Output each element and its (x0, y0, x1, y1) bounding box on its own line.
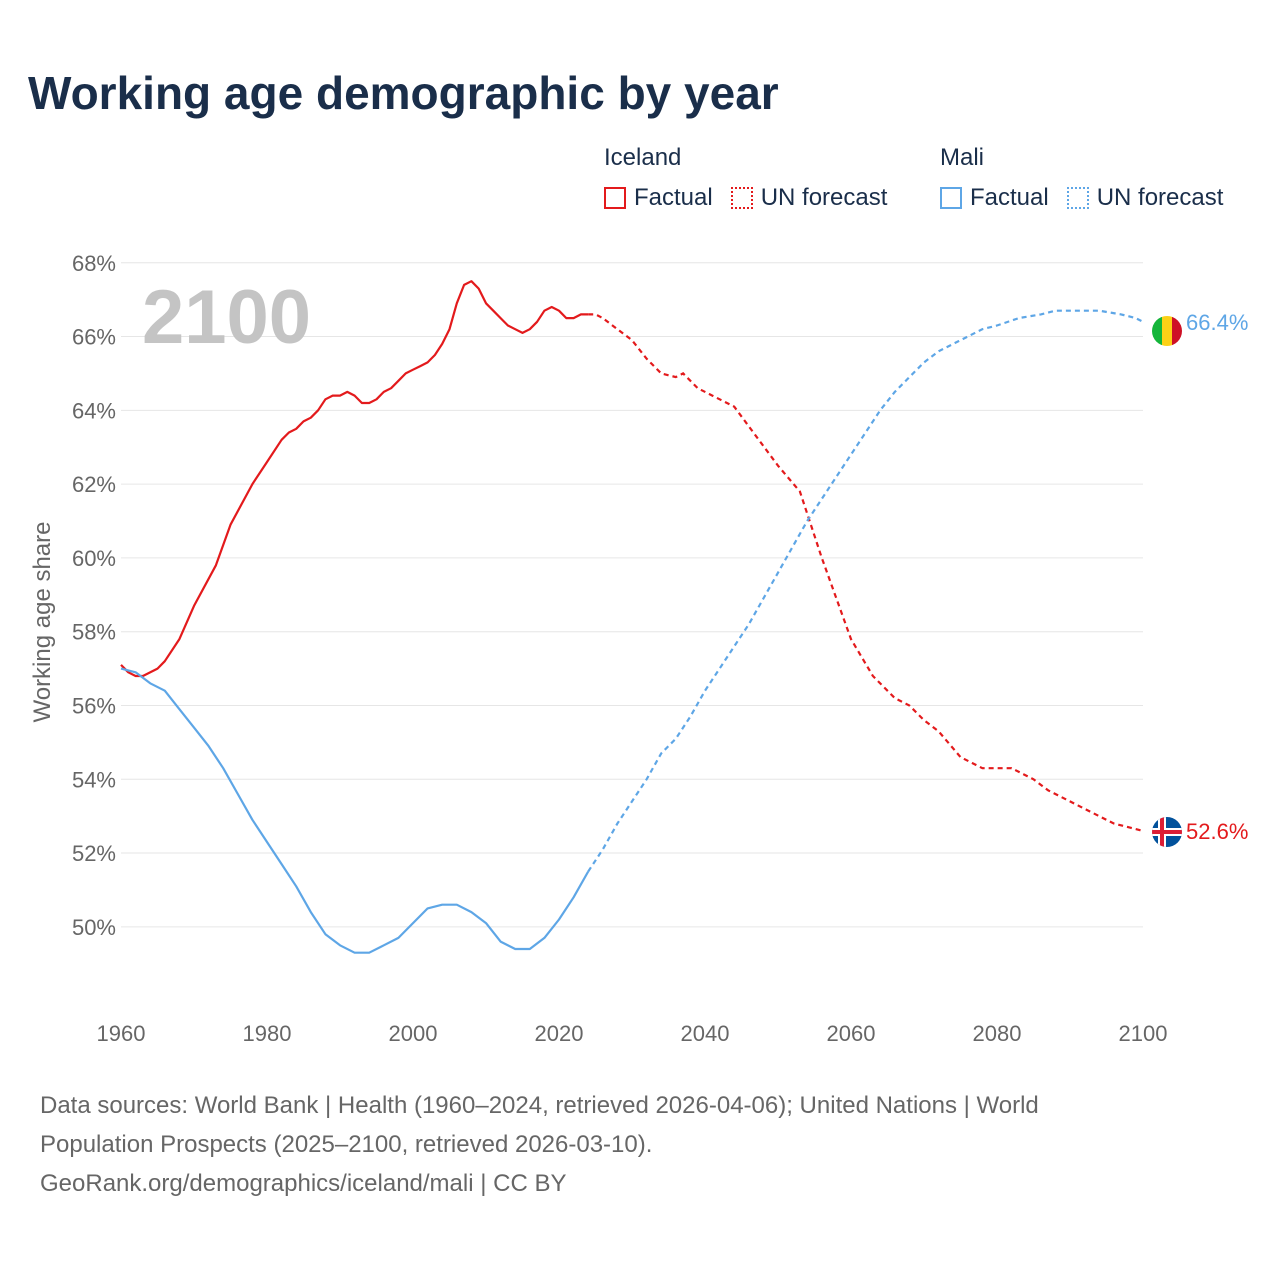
iceland-end-label: 52.6% (1186, 819, 1248, 844)
legend-swatch-solid (604, 187, 626, 209)
legend-swatch-solid (940, 187, 962, 209)
legend-iceland-factual[interactable]: Factual (604, 184, 713, 212)
y-tick-label: 60% (72, 546, 116, 571)
y-axis-ticks: 50% 52% 54% 56% 58% 60% 62% 64% 66% 68% (72, 251, 116, 940)
mali-flag-icon (1152, 316, 1182, 346)
y-tick-label: 62% (72, 472, 116, 497)
legend-mali-factual[interactable]: Factual (940, 184, 1049, 212)
y-tick-label: 66% (72, 325, 116, 350)
legend-mali-forecast[interactable]: UN forecast (1066, 184, 1224, 212)
line-chart: 50% 52% 54% 56% 58% 60% 62% 64% 66% 68% 1960 1980 2… (29, 251, 1248, 1046)
chart-title: Working age demographic by year (28, 67, 779, 119)
x-tick-label: 2080 (973, 1021, 1022, 1046)
series-lines (120, 280, 1144, 954)
footer-line-3: GeoRank.org/demographics/iceland/mali | … (40, 1170, 567, 1197)
x-tick-label: 2040 (681, 1021, 730, 1046)
legend-label: UN forecast (1096, 184, 1224, 211)
legend-label: Factual (634, 184, 713, 211)
x-axis-ticks: 1960 1980 2000 2020 2040 2060 2080 2100 (97, 1021, 1168, 1046)
gridlines (121, 262, 1143, 928)
y-tick-label: 50% (72, 915, 116, 940)
y-tick-label: 68% (72, 251, 116, 276)
y-tick-label: 64% (72, 398, 116, 423)
legend-group-name: Iceland (604, 144, 682, 171)
legend-group-iceland: Iceland Factual UN forecast (604, 144, 905, 212)
footer-sources: Data sources: World Bank | Health (1960–… (40, 1086, 1240, 1203)
footer-line-1: Data sources: World Bank | Health (1960–… (40, 1092, 1039, 1119)
x-tick-label: 1980 (243, 1021, 292, 1046)
x-tick-label: 1960 (97, 1021, 146, 1046)
legend-group-name: Mali (940, 144, 985, 171)
x-tick-label: 2000 (389, 1021, 438, 1046)
x-tick-label: 2100 (1119, 1021, 1168, 1046)
y-tick-label: 52% (72, 841, 116, 866)
iceland-forecast-line[interactable] (588, 313, 1144, 832)
y-tick-label: 54% (72, 767, 116, 792)
mali-factual-line[interactable] (120, 667, 590, 954)
footer-line-2: Population Prospects (2025–2100, retriev… (40, 1131, 653, 1158)
iceland-flag-icon (1152, 817, 1182, 847)
y-tick-label: 56% (72, 693, 116, 718)
legend-group-mali: Mali Factual UN forecast (940, 144, 1241, 212)
x-tick-label: 2060 (827, 1021, 876, 1046)
legend-label: UN forecast (760, 184, 888, 211)
y-axis-label: Working age share (29, 522, 56, 723)
y-tick-label: 58% (72, 620, 116, 645)
legend-iceland-forecast[interactable]: UN forecast (730, 184, 888, 212)
mali-end-label: 66.4% (1186, 310, 1248, 335)
iceland-factual-line[interactable] (120, 280, 589, 678)
year-watermark: 2100 (142, 275, 311, 360)
legend-swatch-dotted (1066, 187, 1089, 209)
mali-forecast-line[interactable] (587, 309, 1144, 873)
end-labels: 52.6% 66.4% (1186, 310, 1248, 844)
legend-label: Factual (970, 184, 1049, 211)
legend-swatch-dotted (730, 187, 753, 209)
x-tick-label: 2020 (535, 1021, 584, 1046)
